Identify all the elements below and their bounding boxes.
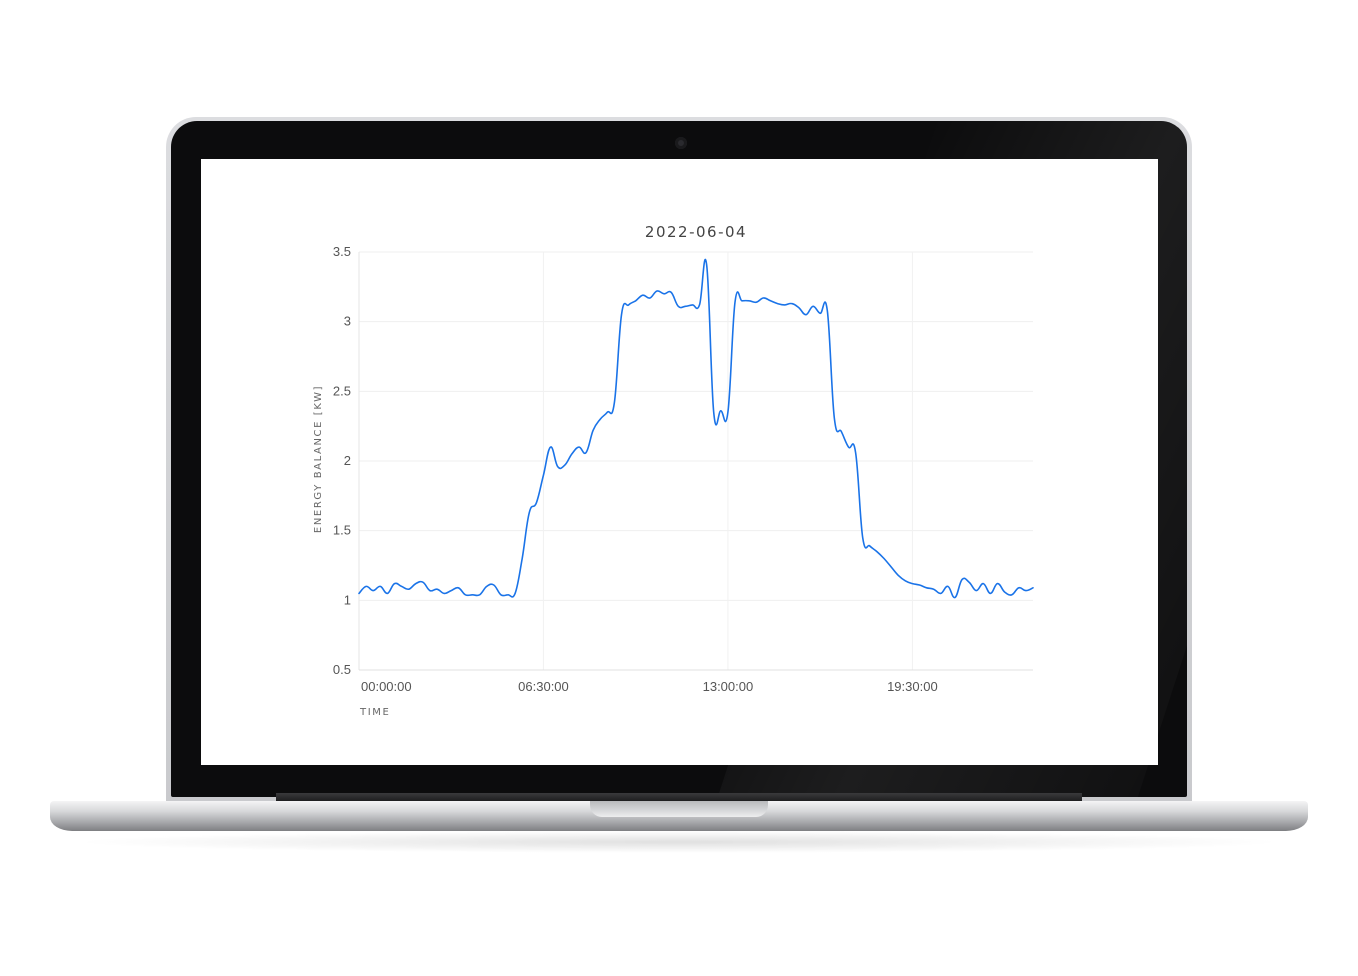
x-tick-label: 19:30:00 xyxy=(887,679,938,694)
chart-title: 2022-06-04 xyxy=(645,223,747,241)
energy-balance-line xyxy=(358,258,1034,599)
chart-grid xyxy=(358,251,1033,671)
y-tick-label: 2 xyxy=(344,453,351,468)
x-axis-ticks: 00:00:00 06:30:00 13:00:00 19:30:00 xyxy=(361,679,938,694)
y-tick-label: 3 xyxy=(344,314,351,329)
y-axis-label: ENERGY BALANCE [KW] xyxy=(313,385,324,533)
y-tick-label: 3.5 xyxy=(333,244,351,259)
x-axis-label: TIME xyxy=(359,707,390,718)
laptop-screen xyxy=(201,159,1158,765)
webcam-icon xyxy=(675,137,687,149)
x-tick-label: 00:00:00 xyxy=(361,679,412,694)
laptop-hinge xyxy=(276,793,1082,802)
y-tick-label: 0.5 xyxy=(333,662,351,677)
x-tick-label: 13:00:00 xyxy=(703,679,754,694)
x-tick-label: 06:30:00 xyxy=(518,679,569,694)
y-tick-label: 1.5 xyxy=(333,523,351,538)
laptop-base-shadow xyxy=(70,831,1288,853)
laptop-opening-notch xyxy=(590,801,768,817)
y-tick-label: 2.5 xyxy=(333,383,351,398)
y-axis-ticks: 0.5 1 1.5 2 2.5 3 3.5 xyxy=(333,244,351,677)
y-tick-label: 1 xyxy=(344,592,351,607)
